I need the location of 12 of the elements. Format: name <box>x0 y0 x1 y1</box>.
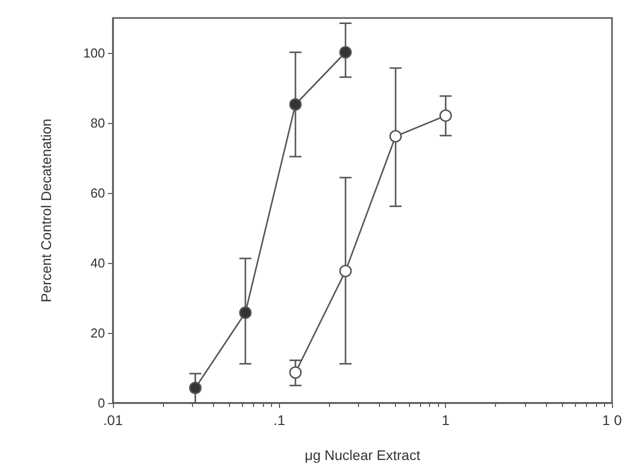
x-axis-title: μg Nuclear Extract <box>304 447 420 463</box>
x-tick-label: 1 <box>442 412 450 428</box>
x-tick-label: 1 0 <box>602 412 622 428</box>
y-tick-label: 40 <box>90 256 105 270</box>
x-tick-label: .01 <box>103 412 123 428</box>
y-tick-label: 80 <box>90 116 105 130</box>
x-tick-label: .1 <box>273 412 286 428</box>
y-tick-label: 20 <box>90 326 105 340</box>
y-tick-label: 60 <box>90 186 105 200</box>
y-tick-label: 0 <box>98 396 105 410</box>
y-tick-label: 100 <box>83 46 105 60</box>
y-axis-title: Percent Control Decatenation <box>38 118 54 302</box>
